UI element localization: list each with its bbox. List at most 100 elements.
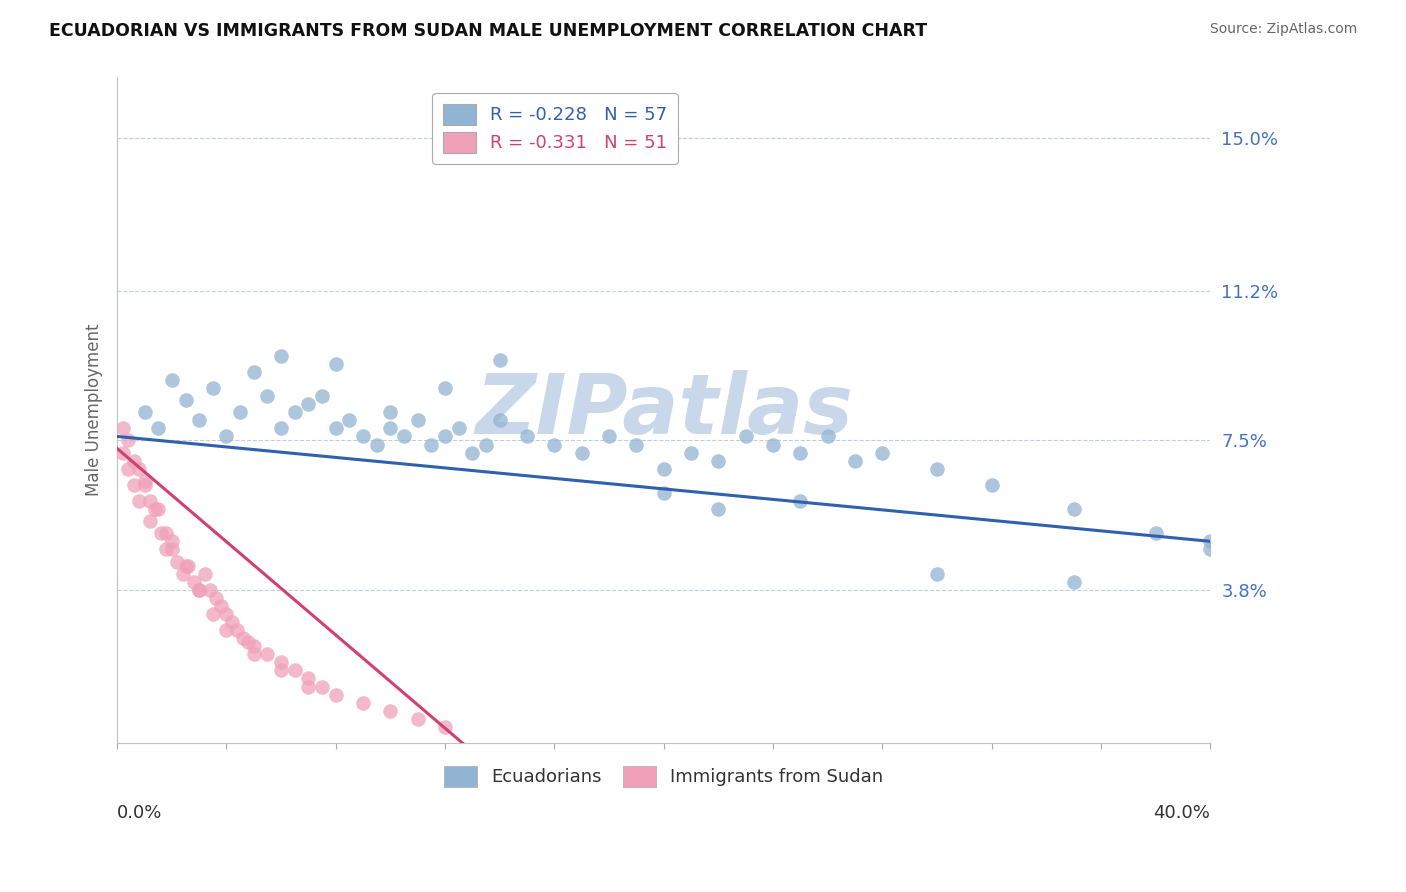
Point	[352, 696, 374, 710]
Point	[243, 648, 266, 662]
Point	[980, 478, 1002, 492]
Point	[188, 582, 211, 597]
Legend: Ecuadorians, Immigrants from Sudan: Ecuadorians, Immigrants from Sudan	[437, 758, 890, 794]
Point	[325, 357, 347, 371]
Point	[339, 413, 361, 427]
Point	[155, 526, 177, 541]
Point	[1199, 534, 1222, 549]
Point	[243, 639, 266, 653]
Point	[707, 502, 730, 516]
Point	[201, 607, 224, 621]
Point	[183, 574, 205, 589]
Point	[817, 429, 839, 443]
Point	[380, 704, 402, 718]
Point	[406, 413, 429, 427]
Point	[238, 635, 260, 649]
Point	[475, 437, 498, 451]
Point	[139, 494, 162, 508]
Point	[571, 445, 593, 459]
Point	[209, 599, 232, 613]
Point	[707, 453, 730, 467]
Point	[160, 373, 183, 387]
Point	[117, 461, 139, 475]
Point	[256, 648, 278, 662]
Point	[215, 429, 238, 443]
Y-axis label: Male Unemployment: Male Unemployment	[86, 324, 103, 497]
Point	[194, 566, 217, 581]
Point	[134, 478, 156, 492]
Point	[148, 421, 170, 435]
Point	[201, 381, 224, 395]
Point	[229, 405, 252, 419]
Point	[447, 421, 470, 435]
Point	[215, 607, 238, 621]
Point	[284, 664, 307, 678]
Point	[789, 494, 811, 508]
Point	[1144, 526, 1167, 541]
Point	[256, 389, 278, 403]
Text: 40.0%: 40.0%	[1153, 804, 1211, 822]
Point	[311, 389, 333, 403]
Point	[681, 445, 703, 459]
Point	[270, 421, 292, 435]
Point	[232, 631, 254, 645]
Point	[325, 688, 347, 702]
Point	[149, 526, 172, 541]
Point	[392, 429, 415, 443]
Point	[420, 437, 443, 451]
Point	[226, 623, 249, 637]
Point	[434, 429, 457, 443]
Point	[243, 365, 266, 379]
Point	[204, 591, 226, 605]
Point	[111, 445, 134, 459]
Point	[366, 437, 388, 451]
Point	[380, 421, 402, 435]
Point	[488, 352, 510, 367]
Point	[734, 429, 756, 443]
Point	[128, 494, 150, 508]
Point	[270, 349, 292, 363]
Point	[406, 712, 429, 726]
Point	[297, 672, 319, 686]
Point	[598, 429, 620, 443]
Point	[789, 445, 811, 459]
Point	[111, 421, 134, 435]
Point	[1063, 502, 1085, 516]
Point	[188, 413, 211, 427]
Point	[270, 656, 292, 670]
Point	[198, 582, 221, 597]
Point	[297, 680, 319, 694]
Point	[122, 478, 145, 492]
Point	[160, 534, 183, 549]
Point	[122, 453, 145, 467]
Point	[543, 437, 565, 451]
Point	[352, 429, 374, 443]
Point	[148, 502, 170, 516]
Point	[652, 486, 675, 500]
Text: ZIPatlas: ZIPatlas	[475, 370, 852, 450]
Text: Source: ZipAtlas.com: Source: ZipAtlas.com	[1209, 22, 1357, 37]
Point	[516, 429, 538, 443]
Point	[166, 554, 188, 568]
Point	[925, 461, 948, 475]
Point	[160, 542, 183, 557]
Point	[215, 623, 238, 637]
Point	[139, 514, 162, 528]
Point	[117, 434, 139, 448]
Point	[762, 437, 785, 451]
Point	[177, 558, 200, 573]
Point	[297, 397, 319, 411]
Point	[488, 413, 510, 427]
Point	[434, 720, 457, 734]
Point	[844, 453, 866, 467]
Point	[174, 393, 197, 408]
Point	[434, 381, 457, 395]
Point	[284, 405, 307, 419]
Point	[380, 405, 402, 419]
Point	[134, 405, 156, 419]
Text: 0.0%: 0.0%	[117, 804, 163, 822]
Point	[145, 502, 167, 516]
Point	[174, 558, 197, 573]
Point	[872, 445, 894, 459]
Point	[652, 461, 675, 475]
